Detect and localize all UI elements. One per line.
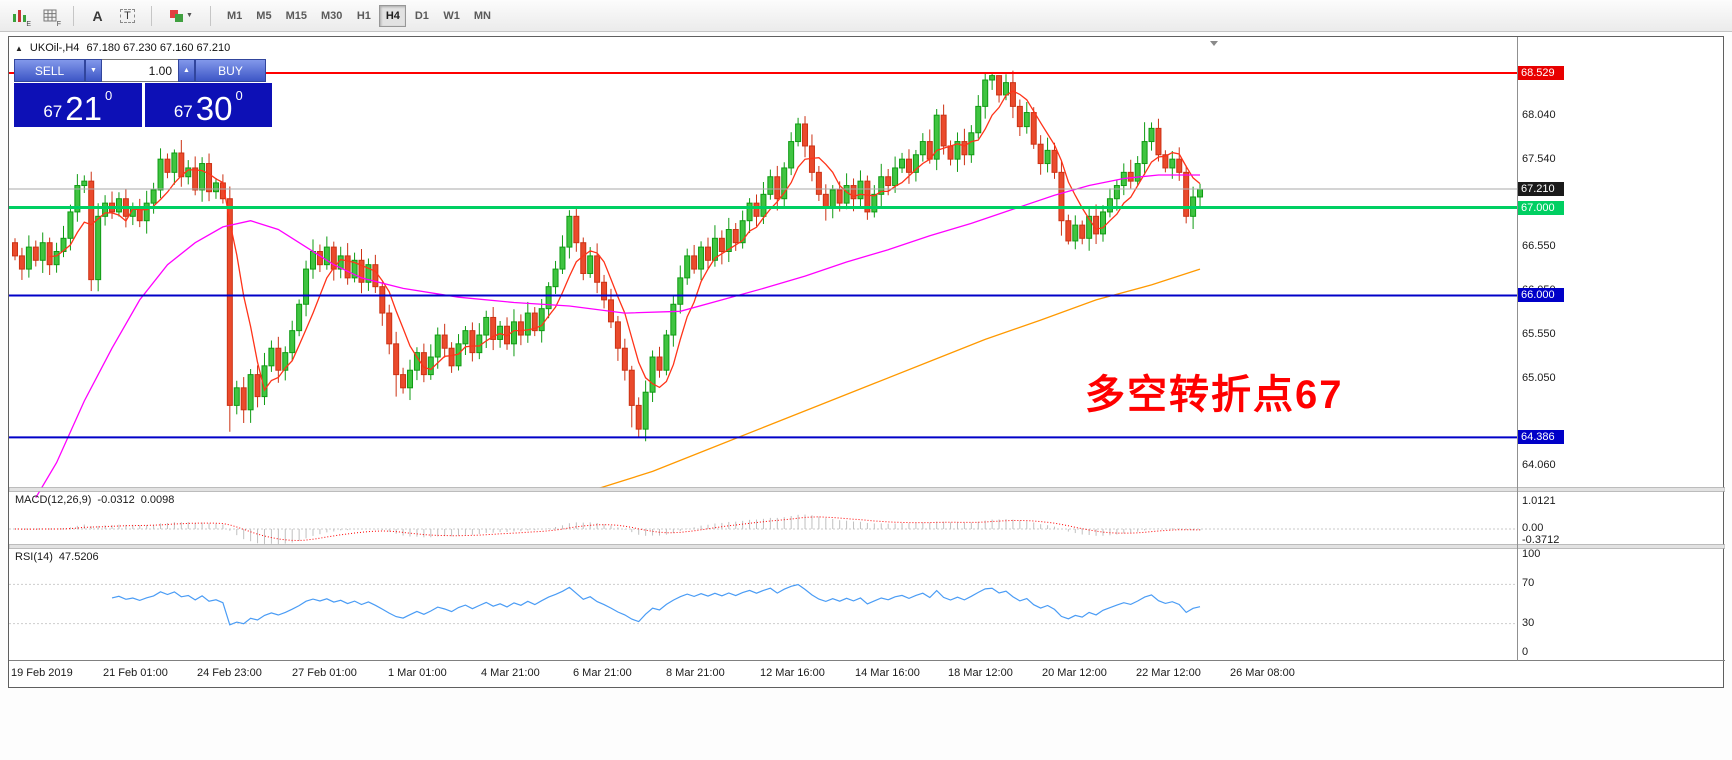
timeframe-m1-button[interactable]: M1 xyxy=(221,5,248,27)
symbol-ohlc-values: 67.180 67.230 67.160 67.210 xyxy=(86,42,231,54)
panel-splitter[interactable] xyxy=(9,544,1725,549)
time-axis-label: 8 Mar 21:00 xyxy=(666,667,725,679)
sell-price-pips: 21 xyxy=(65,89,102,127)
toolbar-separator xyxy=(151,5,152,26)
candles[interactable] xyxy=(12,70,1204,442)
rsi-name: RSI(14) xyxy=(15,551,53,563)
chart-shift-marker[interactable] xyxy=(1210,41,1218,46)
trade-controls-row: SELL ▼ ▲ BUY xyxy=(14,59,272,82)
time-axis-label: 22 Mar 12:00 xyxy=(1136,667,1201,679)
macd-indicator-label: MACD(12,26,9) -0.0312 0.0098 xyxy=(15,494,174,506)
toolbar-separator xyxy=(210,5,211,26)
timeframe-w1-button[interactable]: W1 xyxy=(437,5,466,27)
grid-sublabel: F xyxy=(56,20,61,28)
trade-prices-row: 67 21 0 67 30 0 xyxy=(14,83,272,127)
bar-chart-sublabel: E xyxy=(26,20,31,28)
chart-annotation-text: 多空转折点67 xyxy=(1085,373,1344,417)
symbol-title: UKOil-,H4 xyxy=(29,42,80,54)
sell-price-int: 67 xyxy=(43,102,63,121)
buy-price-pipette: 0 xyxy=(235,88,243,103)
time-axis-label: 4 Mar 21:00 xyxy=(481,667,540,679)
rsi-value: 47.5206 xyxy=(58,551,99,563)
sell-price-display[interactable]: 67 21 0 xyxy=(14,83,142,127)
timeframe-mn-button[interactable]: MN xyxy=(468,5,497,27)
one-click-trade-panel: SELL ▼ ▲ BUY 67 21 0 67 30 0 xyxy=(14,59,272,127)
panel-splitter[interactable] xyxy=(9,487,1725,492)
template-tool-button[interactable]: T xyxy=(114,4,141,28)
text-tool-icon: A xyxy=(92,7,103,24)
time-axis-label: 19 Feb 2019 xyxy=(11,667,73,679)
timeframe-h4-button[interactable]: H4 xyxy=(379,4,407,27)
volume-dropdown-button[interactable]: ▼ xyxy=(85,59,102,82)
time-axis-label: 6 Mar 21:00 xyxy=(573,667,632,679)
toolbar: E F A T ▼ M1 M5 M15 M30 H1 H4 D1 W1 MN xyxy=(0,0,1732,32)
timeframe-m30-button[interactable]: M30 xyxy=(315,5,348,27)
colors-dropdown-button[interactable]: ▼ xyxy=(162,4,200,28)
timeframe-d1-button[interactable]: D1 xyxy=(408,5,435,27)
caret-up-icon: ▲ xyxy=(183,67,190,74)
time-axis-label: 12 Mar 16:00 xyxy=(760,667,825,679)
macd-signal-line xyxy=(14,516,1201,542)
chart-window[interactable]: ▲ UKOil-,H4 67.180 67.230 67.160 67.210 … xyxy=(8,36,1725,689)
symbol-info: ▲ UKOil-,H4 67.180 67.230 67.160 67.210 xyxy=(15,42,230,54)
buy-price-int: 67 xyxy=(173,102,193,121)
macd-main-value: -0.0312 xyxy=(97,494,135,506)
grid-tool-button[interactable]: F xyxy=(36,4,63,28)
time-axis-label: 18 Mar 12:00 xyxy=(948,667,1013,679)
toolbar-separator xyxy=(73,5,74,26)
volume-input[interactable] xyxy=(102,59,178,82)
sell-price-pipette: 0 xyxy=(104,88,113,103)
chart-canvas[interactable] xyxy=(9,37,1725,689)
colors-icon xyxy=(170,9,184,22)
volume-increase-button[interactable]: ▲ xyxy=(178,59,195,82)
caret-down-icon: ▼ xyxy=(90,67,97,74)
macd-signal-value: 0.0098 xyxy=(140,494,175,506)
expand-marker-icon[interactable]: ▲ xyxy=(15,43,23,53)
time-axis-label: 20 Mar 12:00 xyxy=(1042,667,1107,679)
time-axis-label: 1 Mar 01:00 xyxy=(388,667,447,679)
time-axis-label: 21 Feb 01:00 xyxy=(103,667,168,679)
buy-button[interactable]: BUY xyxy=(195,59,266,82)
template-icon: T xyxy=(120,8,135,23)
caret-down-icon: ▼ xyxy=(186,12,193,19)
bar-chart-icon xyxy=(13,9,26,22)
rsi-indicator-label: RSI(14) 47.5206 xyxy=(15,551,99,563)
timeframe-h1-button[interactable]: H1 xyxy=(350,5,377,27)
ma-mid-line xyxy=(35,174,1200,499)
timeframe-m5-button[interactable]: M5 xyxy=(250,5,277,27)
macd-name: MACD(12,26,9) xyxy=(15,494,92,506)
time-axis[interactable]: 19 Feb 2019 21 Feb 01:00 24 Feb 23:00 27 Fe… xyxy=(9,663,1725,687)
timeframe-group: M1 M5 M15 M30 H1 H4 D1 W1 MN xyxy=(221,4,497,27)
macd-histogram xyxy=(21,514,1201,545)
buy-price-display[interactable]: 67 30 0 xyxy=(144,83,272,127)
timeframe-m15-button[interactable]: M15 xyxy=(280,5,313,27)
time-axis-label: 24 Feb 23:00 xyxy=(197,667,262,679)
ma-slow-line xyxy=(596,268,1201,490)
sell-button[interactable]: SELL xyxy=(14,59,85,82)
time-axis-label: 27 Feb 01:00 xyxy=(292,667,357,679)
grid-icon xyxy=(43,9,56,22)
bar-chart-tool-button[interactable]: E xyxy=(6,4,33,28)
rsi-line xyxy=(111,583,1201,626)
time-axis-label: 14 Mar 16:00 xyxy=(855,667,920,679)
time-axis-label: 26 Mar 08:00 xyxy=(1230,667,1295,679)
buy-price-pips: 30 xyxy=(195,89,233,127)
text-label-tool-button[interactable]: A xyxy=(84,4,111,28)
